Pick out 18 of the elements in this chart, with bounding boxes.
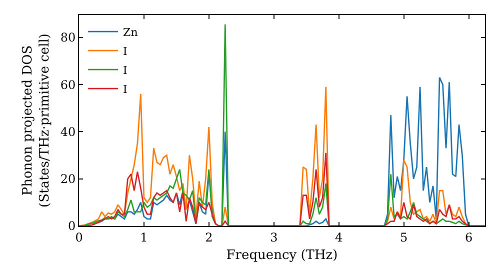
legend-label: I [123,44,128,58]
legend-label: Zn [123,26,138,39]
y-tick-label: 0 [68,219,76,234]
y-axis-title: Phonon projected DOS (States/THz·primitive cell) [20,33,52,208]
x-tick-label: 5 [400,230,408,244]
x-tick-label: 1 [140,230,148,244]
x-tick-label: 4 [335,230,344,244]
line-series [79,152,485,226]
x-tick-label: 2 [205,230,213,244]
x-tick-label: 3 [270,230,278,244]
x-tick-label: 6 [464,230,473,244]
y-tick-label: 20 [60,172,76,186]
y-tick-label: 80 [60,30,76,45]
y-tick-label: 60 [60,78,76,92]
legend-label: I [123,64,128,77]
x-axis-title: Frequency (THz) [226,248,338,263]
y-tick-label: 40 [60,124,76,139]
legend-label: I [123,82,128,96]
